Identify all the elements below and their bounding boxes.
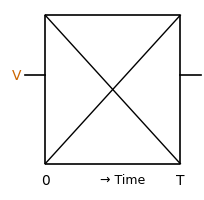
Text: T: T — [175, 173, 184, 187]
Text: → Time: → Time — [100, 174, 145, 186]
Text: V: V — [12, 69, 21, 83]
Text: 0: 0 — [41, 173, 49, 187]
